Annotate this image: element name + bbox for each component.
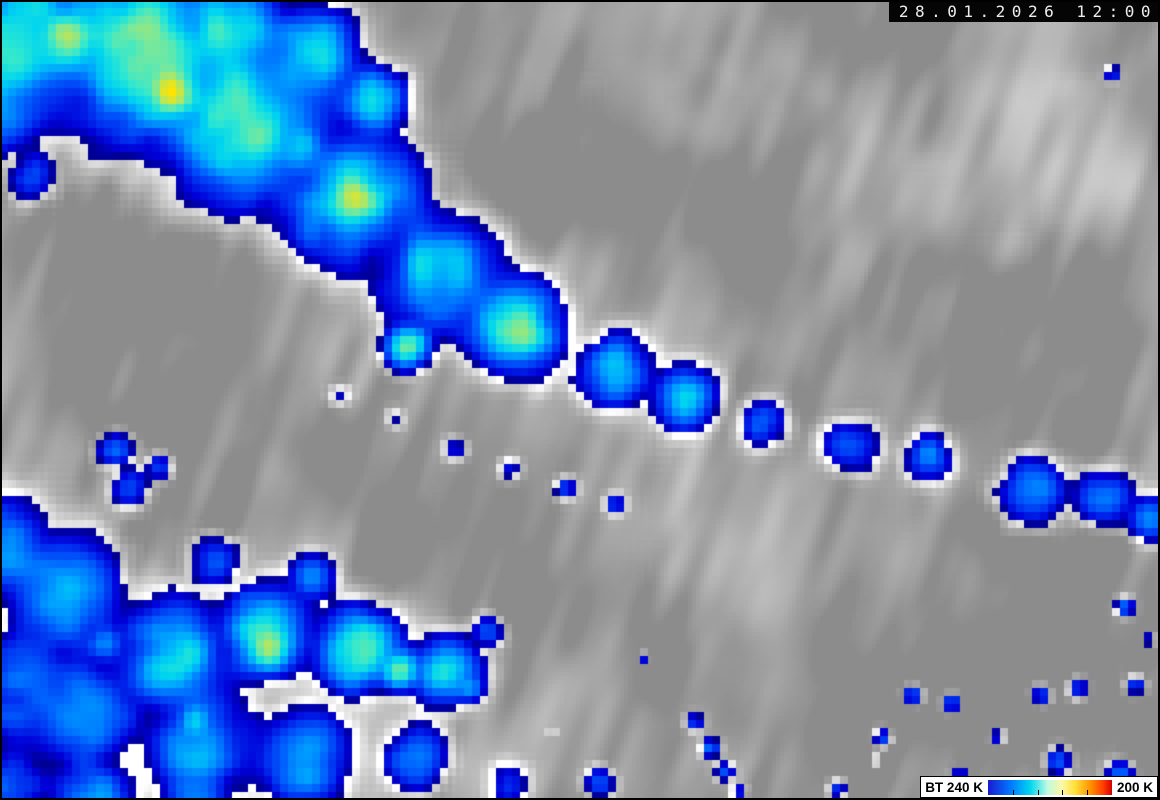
colorbar-tick [1087, 789, 1089, 795]
colorbar-legend: BT 240 K 200 K [920, 776, 1158, 798]
colorbar-tick [1062, 789, 1064, 795]
colorbar-tick [1012, 789, 1014, 795]
colorbar-right-label: 200 K [1116, 779, 1153, 795]
colorbar-left-label: BT 240 K [925, 779, 983, 795]
colorbar-tick [1037, 789, 1039, 795]
timestamp-overlay: 28.01.2026 12:00 [888, 2, 1158, 22]
colorbar-gradient [987, 779, 1112, 795]
